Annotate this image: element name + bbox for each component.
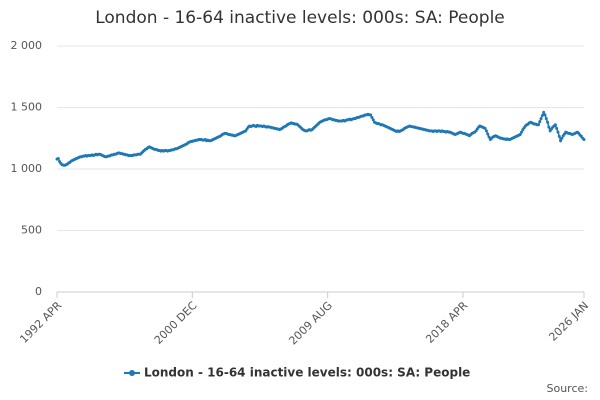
point <box>56 157 60 161</box>
point <box>538 120 542 124</box>
y-tick-label: 500 <box>21 224 42 237</box>
point <box>520 130 524 134</box>
chart-title: London - 16-64 inactive levels: 000s: SA… <box>95 8 505 28</box>
point <box>546 120 550 124</box>
point <box>484 129 488 133</box>
y-tick-label: 1 000 <box>11 162 43 175</box>
point <box>555 126 559 130</box>
point <box>547 125 551 129</box>
x-tick-label: 2009 AUG <box>286 299 335 348</box>
point <box>556 130 560 134</box>
point <box>540 113 544 117</box>
point <box>544 117 548 121</box>
point <box>483 126 487 130</box>
x-tick-label: 1992 APR <box>17 299 64 346</box>
point <box>486 132 490 136</box>
point <box>539 117 543 121</box>
point <box>560 136 564 140</box>
point <box>371 118 375 122</box>
y-tick-label: 0 <box>35 285 42 298</box>
x-tick-label: 2018 APR <box>423 299 470 346</box>
y-tick-label: 1 500 <box>11 101 43 114</box>
x-tick-label: 2026 JAN <box>546 299 591 344</box>
source: Source: <box>547 382 589 395</box>
y-tick-label: 2 000 <box>11 39 43 52</box>
point <box>518 133 522 137</box>
x-tick-label: 2000 DEC <box>152 299 200 347</box>
legend-marker <box>129 370 135 376</box>
point <box>543 113 547 117</box>
point <box>553 123 557 127</box>
point <box>369 113 373 117</box>
point <box>557 134 561 138</box>
point <box>536 123 540 127</box>
point <box>559 139 563 143</box>
point <box>542 110 546 114</box>
point <box>370 115 374 119</box>
point <box>582 137 586 141</box>
legend-label: London - 16-64 inactive levels: 000s: SA… <box>144 366 470 380</box>
point <box>487 135 491 139</box>
